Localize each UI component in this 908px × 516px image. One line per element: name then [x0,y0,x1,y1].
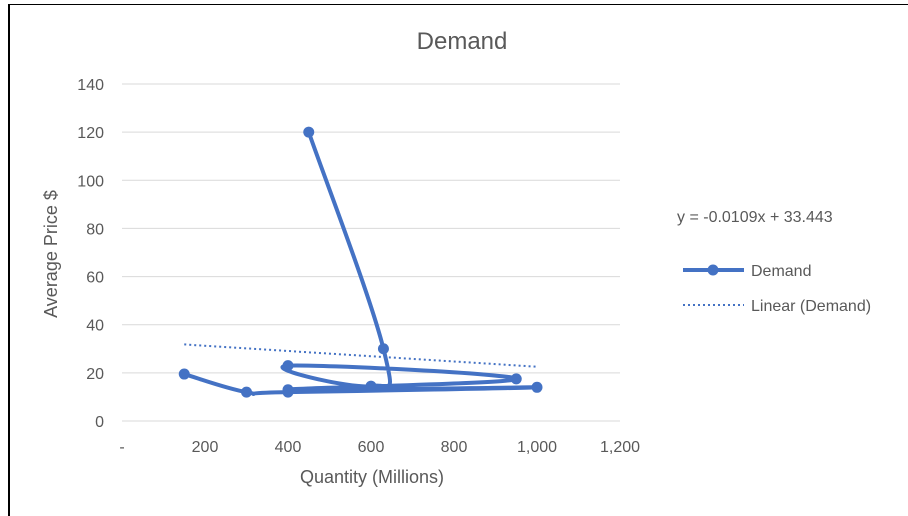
y-tick-label: 60 [86,270,104,287]
data-point [241,386,252,398]
trendline [184,343,538,368]
data-point [365,380,377,392]
y-tick-label: 40 [86,318,104,335]
data-point [531,381,543,393]
y-tick-label: 20 [86,366,104,383]
y-tick-label: 80 [86,221,104,238]
data-point [178,368,190,380]
x-tick-label: 200 [192,439,219,456]
data-point [282,384,294,396]
chart-frame [8,4,908,516]
x-tick-label: 600 [358,439,385,456]
y-tick-label: 140 [77,77,104,94]
y-axis-label: Average Price $ [41,190,61,318]
data-point [510,373,522,385]
trendline-equation: y = -0.0109x + 33.443 [677,209,833,226]
x-tick-label: 1,000 [517,439,557,456]
x-tick-label: 400 [275,439,302,456]
x-tick-label: 1,200 [600,439,640,456]
y-tick-label: 0 [95,414,104,431]
y-tick-label: 120 [77,125,104,142]
data-point [282,360,294,372]
legend: Demand Linear (Demand) [683,263,871,315]
x-axis-label: Quantity (Millions) [300,467,444,487]
y-tick-label: 100 [77,173,104,190]
x-tick-label: - [119,439,124,456]
data-point [303,126,315,138]
gridlines [122,83,620,422]
x-tick-labels: - 200 400 600 800 1,000 1,200 [119,439,640,456]
data-point [377,343,389,355]
series-markers [178,126,543,398]
chart-title: Demand [417,28,508,55]
x-tick-label: 800 [441,439,468,456]
legend-label-trendline: Linear (Demand) [751,298,871,315]
y-tick-labels: 0 20 40 60 80 100 120 140 [77,77,104,431]
legend-marker-demand [707,264,719,276]
legend-label-demand: Demand [751,263,811,280]
